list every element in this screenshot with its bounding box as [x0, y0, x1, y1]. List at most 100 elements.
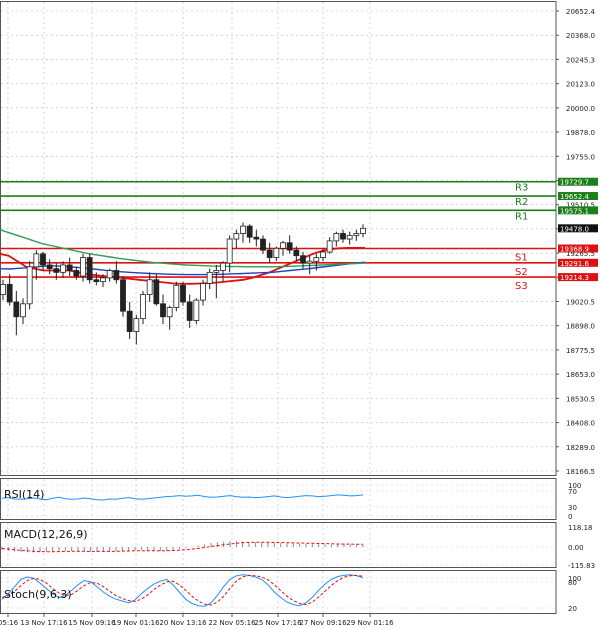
candle-body	[33, 253, 40, 268]
x-tick-label: 27 Nov 09:16	[299, 619, 347, 627]
candle-body	[180, 284, 186, 303]
rsi-line	[1, 494, 364, 501]
macd-title: MACD(12,26,9)	[4, 528, 88, 541]
y-tick-label: 18289.0	[566, 444, 595, 452]
y-tick-label: 19265.5	[566, 250, 595, 258]
y-tick-label: 19878.0	[566, 129, 595, 137]
candle-body	[73, 270, 80, 277]
y-tick-label: 20000.0	[566, 105, 595, 113]
candle-body	[313, 257, 320, 262]
y-tick-label: 19755.0	[566, 153, 595, 161]
rsi-tick-label: 0	[568, 513, 572, 521]
level-price-label-r2: 19652.4	[560, 193, 589, 201]
x-tick-label: 15 Nov 09:16	[68, 619, 116, 627]
candle-body	[0, 283, 6, 295]
candle-body	[40, 253, 46, 266]
candle-body	[320, 251, 326, 258]
x-tick-label: 05:16	[0, 619, 19, 627]
candle-body	[6, 283, 13, 303]
candle-body	[333, 233, 340, 242]
candle-body	[66, 264, 73, 271]
stoch-tick-label: 20	[568, 605, 577, 613]
level-price-label-s3: 19214.3	[560, 274, 589, 282]
candle-body	[20, 303, 26, 318]
candle-body	[300, 255, 306, 264]
candle-body	[193, 299, 200, 321]
y-tick-label: 18775.5	[566, 347, 595, 355]
stoch-d-line	[1, 574, 364, 606]
y-tick-label: 20245.3	[566, 56, 595, 64]
level-label-s2: S2	[515, 267, 528, 278]
candle-body	[233, 233, 240, 240]
y-tick-label: 18408.0	[566, 420, 595, 428]
level-price-tag-s3	[558, 273, 598, 282]
level-price-label-r3: 19729.7	[560, 179, 589, 187]
current-price-tag	[558, 224, 598, 233]
stoch-k-line	[1, 574, 364, 607]
candle-body	[53, 268, 60, 273]
macd-tick-label: -115.83	[568, 562, 595, 570]
candle-body	[166, 307, 173, 318]
x-tick-label: 25 Nov 17:16	[254, 619, 302, 627]
candle-body	[200, 283, 206, 301]
candle-body	[226, 238, 233, 264]
rsi-tick-label: 100	[568, 482, 581, 490]
level-price-tag-r3	[558, 177, 598, 186]
candle-body	[160, 303, 166, 318]
candle-body	[153, 279, 160, 305]
x-tick-label: 13 Nov 17:16	[20, 619, 68, 627]
candle-body	[286, 242, 293, 251]
candle-body	[140, 294, 146, 320]
level-label-r3: R3	[515, 183, 528, 194]
candle-body	[273, 247, 280, 258]
stoch-tick-label: 100	[568, 575, 581, 583]
candle-body	[120, 279, 126, 312]
candle-body	[253, 236, 260, 240]
candle-body	[220, 262, 226, 271]
candle-body	[346, 234, 353, 240]
x-tick-label: 19 Nov 01:16	[112, 619, 160, 627]
x-tick-label: 20 Nov 13:16	[159, 619, 207, 627]
candle-body	[353, 233, 360, 236]
candle-body	[326, 240, 333, 253]
candle-body	[86, 257, 93, 281]
macd-tick-label: 0.00	[568, 544, 584, 552]
candle-body	[106, 270, 113, 279]
y-tick-label: 18898.0	[566, 323, 595, 331]
y-tick-label: 20652.4	[566, 8, 595, 16]
stoch-title: Stoch(9,6,3)	[4, 588, 72, 601]
stoch-tick-label: 80	[568, 579, 577, 587]
candle-body	[60, 264, 66, 273]
y-tick-label: 18653.0	[566, 371, 595, 379]
macd-tick-label: 118.18	[568, 524, 593, 532]
level-price-label-s2: 19291.6	[560, 260, 589, 268]
candle-body	[260, 238, 266, 251]
candle-body	[186, 301, 193, 321]
candle-body	[133, 318, 140, 332]
candle-body	[100, 277, 106, 283]
x-tick-label: 22 Nov 05:16	[208, 619, 256, 627]
y-tick-label: 18166.5	[566, 468, 595, 476]
rsi-tick-label: 30	[568, 504, 577, 512]
candle-body	[340, 233, 346, 240]
candle-body	[246, 225, 253, 238]
level-price-tag-r2	[558, 192, 598, 201]
candle-body	[80, 257, 86, 277]
candle-body	[240, 225, 246, 234]
candle-body	[113, 270, 120, 281]
candle-body	[306, 260, 313, 264]
ma-line-ma-green	[0, 229, 366, 268]
current-price-label: 19478.0	[560, 225, 589, 233]
level-price-label-s1: 19368.9	[560, 246, 589, 254]
level-price-label-r1: 19575.1	[560, 207, 589, 215]
candle-body	[146, 279, 153, 295]
candle-body	[26, 266, 33, 305]
x-tick-label: 29 Nov 01:16	[346, 619, 394, 627]
level-price-tag-r1	[558, 206, 598, 215]
rsi-title: RSI(14)	[4, 488, 44, 501]
candle-body	[46, 264, 53, 270]
y-tick-label: 19020.5	[566, 299, 595, 307]
level-price-tag-s1	[558, 244, 598, 253]
candle-body	[206, 271, 213, 284]
